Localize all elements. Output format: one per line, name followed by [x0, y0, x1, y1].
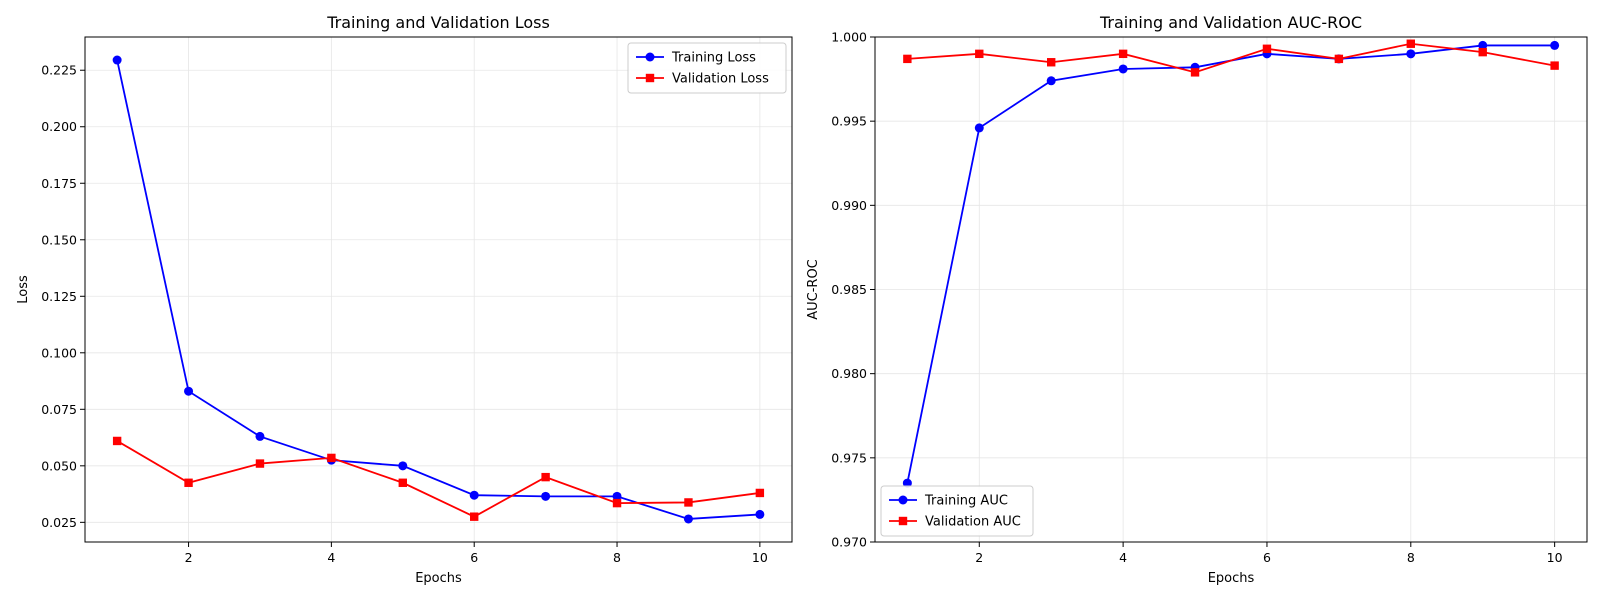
- data-point: [612, 498, 622, 508]
- y-tick-label: 1.000: [831, 30, 867, 45]
- data-point: [398, 478, 407, 487]
- data-point: [1334, 54, 1344, 64]
- data-point: [1190, 68, 1200, 77]
- x-tick-label: 6: [1263, 550, 1271, 565]
- data-point: [974, 123, 984, 133]
- data-point: [1118, 49, 1128, 59]
- data-point: [1047, 58, 1056, 67]
- data-point: [112, 55, 122, 65]
- y-tick-label: 0.025: [41, 515, 77, 530]
- x-tick-label: 6: [470, 550, 478, 565]
- data-point: [684, 498, 693, 507]
- y-tick-label: 0.075: [41, 402, 77, 417]
- x-tick-label: 8: [1407, 550, 1415, 565]
- series-line-training: [906, 44, 1555, 484]
- y-tick-label: 0.975: [831, 450, 867, 465]
- legend-box: [880, 485, 1034, 537]
- data-point: [755, 509, 765, 519]
- data-point: [975, 49, 984, 59]
- data-point: [1550, 40, 1560, 50]
- y-tick-label: 0.980: [831, 366, 867, 381]
- data-point: [1406, 39, 1415, 48]
- x-axis-label: Epochs: [1208, 571, 1255, 586]
- y-tick-label: 0.150: [41, 232, 77, 247]
- y-tick-label: 0.100: [41, 345, 77, 360]
- y-tick-label: 0.175: [41, 176, 77, 191]
- legend-marker: [898, 495, 908, 505]
- data-point: [1406, 49, 1416, 59]
- series-line-validation: [907, 42, 1555, 74]
- x-tick-label: 4: [327, 550, 335, 565]
- data-point: [398, 461, 408, 471]
- data-point: [112, 436, 122, 446]
- data-point: [470, 512, 479, 521]
- y-tick-label: 0.200: [41, 119, 77, 134]
- legend-marker: [645, 52, 655, 62]
- loss-chart: 2 4 6 8 10 0.025 0.050 0.075 0.100 0.125 0.150 0.17…: [16, 13, 793, 586]
- legend-label: Validation Loss: [672, 72, 769, 87]
- x-tick-label: 2: [185, 550, 193, 565]
- data-point: [255, 431, 265, 441]
- data-point: [612, 491, 622, 501]
- legend: Training Loss Validation Loss: [627, 42, 787, 94]
- legend-marker: [898, 516, 908, 526]
- y-tick-label: 0.995: [831, 114, 867, 129]
- legend-label: Validation AUC: [925, 515, 1021, 530]
- data-point: [1118, 64, 1128, 74]
- auc-chart: 2 4 6 8 10 0.970 0.975 0.980 0.985 0.990 0.995 1.00…: [806, 13, 1588, 586]
- legend-label: Training Loss: [671, 51, 756, 66]
- data-point: [683, 514, 693, 524]
- data-point: [1046, 76, 1056, 86]
- data-point: [184, 478, 193, 487]
- data-point: [184, 386, 194, 396]
- x-tick-label: 2: [975, 550, 983, 565]
- x-tick-label: 8: [613, 550, 621, 565]
- y-axis-label: AUC-ROC: [806, 259, 821, 320]
- data-point: [903, 54, 912, 64]
- legend-box: [627, 42, 787, 94]
- series-line-training: [116, 59, 760, 520]
- data-point: [541, 472, 550, 482]
- y-tick-label: 0.985: [831, 282, 867, 297]
- x-axis-label: Epochs: [415, 571, 462, 586]
- y-tick-label: 0.050: [41, 458, 77, 473]
- chart-title: Training and Validation Loss: [326, 13, 550, 32]
- data-point: [755, 488, 765, 498]
- data-point: [1478, 40, 1488, 50]
- data-point: [541, 491, 551, 501]
- data-point: [327, 453, 336, 463]
- x-tick-label: 4: [1119, 550, 1127, 565]
- series-line-validation: [116, 440, 760, 518]
- data-point: [255, 459, 265, 468]
- data-point: [1478, 47, 1487, 57]
- y-axis-label: Loss: [16, 275, 31, 304]
- y-tick-label: 0.125: [41, 289, 77, 304]
- x-tick-label: 10: [752, 550, 768, 565]
- data-point: [902, 478, 912, 488]
- data-point: [469, 490, 479, 500]
- x-tick-label: 10: [1547, 550, 1563, 565]
- legend: Training AUC Validation AUC: [880, 485, 1034, 537]
- y-tick-label: 0.225: [41, 63, 77, 78]
- legend-label: Training AUC: [924, 494, 1008, 509]
- data-point: [1550, 61, 1559, 70]
- data-point: [1262, 44, 1272, 53]
- plot-frame: [84, 36, 793, 543]
- y-tick-label: 0.990: [831, 198, 867, 213]
- y-tick-label: 0.970: [831, 535, 867, 550]
- legend-marker: [645, 73, 655, 83]
- chart-title: Training and Validation AUC-ROC: [1099, 13, 1362, 32]
